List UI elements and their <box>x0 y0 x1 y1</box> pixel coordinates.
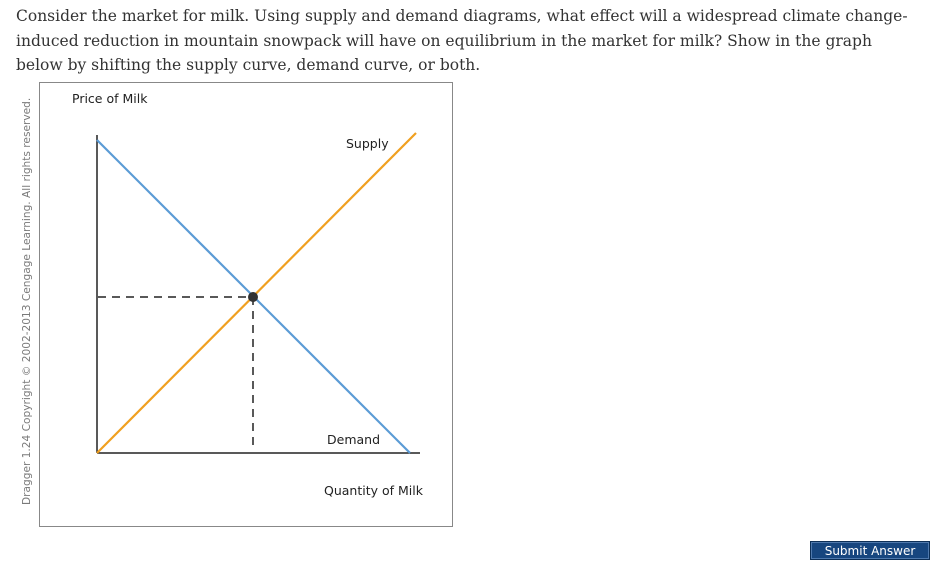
question-text: Consider the market for milk. Using supp… <box>16 7 908 75</box>
demand-label: Demand <box>327 432 380 447</box>
supply-label: Supply <box>346 136 389 151</box>
submit-answer-button[interactable]: Submit Answer <box>810 541 930 560</box>
y-axis-label: Price of Milk <box>72 91 148 106</box>
supply-demand-graph: Price of Milk Supply Demand Quantity of … <box>72 91 424 498</box>
graph-panel: Price of Milk Supply Demand Quantity of … <box>39 82 453 527</box>
equilibrium-point <box>248 292 258 302</box>
x-axis-label: Quantity of Milk <box>324 483 424 498</box>
supply-curve[interactable] <box>96 132 417 454</box>
copyright-notice: Dragger 1.24 Copyright © 2002-2013 Cenga… <box>21 97 33 505</box>
